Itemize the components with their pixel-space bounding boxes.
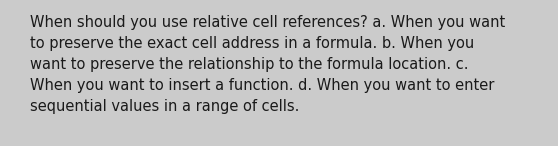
Text: When should you use relative cell references? a. When you want
to preserve the e: When should you use relative cell refere… — [30, 15, 505, 114]
